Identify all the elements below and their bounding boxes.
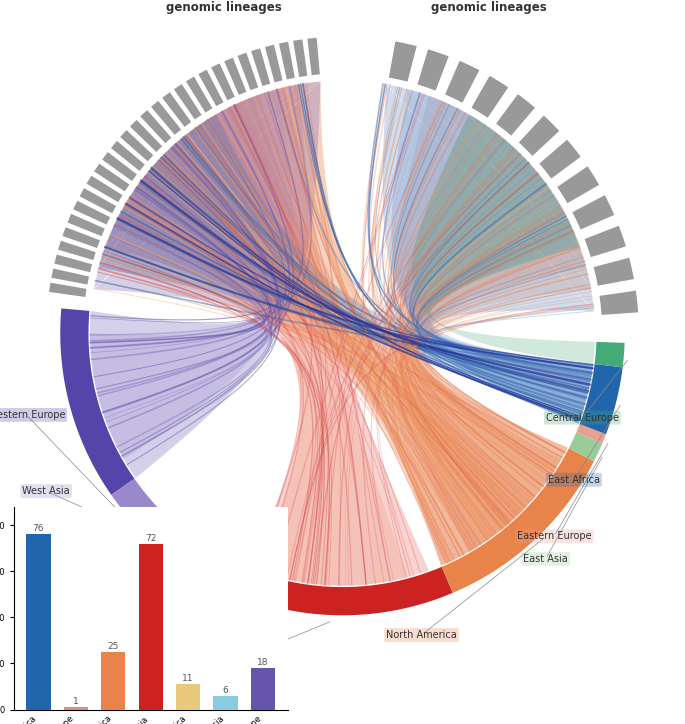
Polygon shape [49,282,86,297]
Polygon shape [86,176,123,202]
Polygon shape [79,188,116,214]
Text: East Asia: East Asia [523,554,568,564]
Bar [64,707,88,710]
Polygon shape [238,53,258,90]
Polygon shape [398,114,591,552]
Polygon shape [99,114,568,552]
Polygon shape [130,120,162,152]
Polygon shape [51,269,89,285]
Polygon shape [594,258,634,286]
Polygon shape [193,549,247,594]
Polygon shape [279,42,295,80]
Polygon shape [62,227,100,248]
Text: South Asia: South Asia [34,511,86,521]
Polygon shape [90,89,294,459]
Polygon shape [237,567,453,615]
Polygon shape [90,81,321,478]
Polygon shape [383,84,594,424]
Bar [26,534,51,710]
Polygon shape [54,255,92,272]
Polygon shape [224,58,247,95]
Polygon shape [114,96,536,565]
Polygon shape [136,81,568,565]
Text: West Asia: West Asia [23,486,70,496]
Text: Oceania: Oceania [243,644,284,654]
Polygon shape [389,41,416,82]
Polygon shape [73,201,110,224]
Polygon shape [293,39,308,77]
Polygon shape [58,241,96,260]
Polygon shape [162,92,191,127]
Polygon shape [412,114,595,364]
Polygon shape [573,195,614,230]
Polygon shape [114,104,408,586]
Polygon shape [557,167,599,203]
Polygon shape [111,479,173,543]
Polygon shape [140,110,171,143]
Text: Central Europe: Central Europe [546,413,619,423]
Polygon shape [569,432,602,461]
Polygon shape [111,141,145,171]
Polygon shape [308,38,320,75]
Polygon shape [445,61,479,103]
Polygon shape [442,448,594,593]
Polygon shape [519,116,559,156]
Bar [138,544,163,710]
Polygon shape [199,70,223,106]
Text: North America: North America [386,630,457,640]
Polygon shape [417,49,449,90]
Polygon shape [496,94,535,135]
Polygon shape [60,308,134,495]
Polygon shape [153,522,208,573]
Polygon shape [186,77,212,112]
Polygon shape [151,101,181,135]
Polygon shape [595,342,625,368]
Text: 25: 25 [108,641,119,651]
Polygon shape [102,152,137,181]
Bar [214,696,238,710]
Text: East Africa: East Africa [548,475,600,485]
Polygon shape [584,226,626,257]
Polygon shape [599,290,638,315]
Polygon shape [539,140,581,179]
Polygon shape [388,96,586,565]
Polygon shape [99,114,593,424]
Text: 1: 1 [73,697,79,706]
Text: South America: South America [47,537,119,547]
Polygon shape [576,424,606,443]
Polygon shape [580,364,623,434]
Text: 72: 72 [145,534,156,542]
Polygon shape [174,84,201,119]
Polygon shape [251,49,271,86]
Bar [101,652,125,710]
Text: Eastern Europe: Eastern Europe [517,531,591,542]
Text: 6: 6 [223,686,229,694]
Polygon shape [105,84,429,586]
Polygon shape [392,89,593,424]
Bar [176,684,200,710]
Polygon shape [94,164,129,191]
Text: Western Europe: Western Europe [0,410,65,420]
Text: 18: 18 [258,658,269,667]
Polygon shape [471,76,508,118]
Text: Multi-continent
genomic lineages: Multi-continent genomic lineages [166,0,282,14]
Text: 11: 11 [182,674,194,683]
Polygon shape [68,214,105,236]
Text: Single-continent
genomic lineages: Single-continent genomic lineages [432,0,547,14]
Text: 76: 76 [33,524,44,534]
Polygon shape [211,64,235,101]
Polygon shape [120,130,153,161]
Bar [251,668,275,710]
Polygon shape [265,45,282,83]
